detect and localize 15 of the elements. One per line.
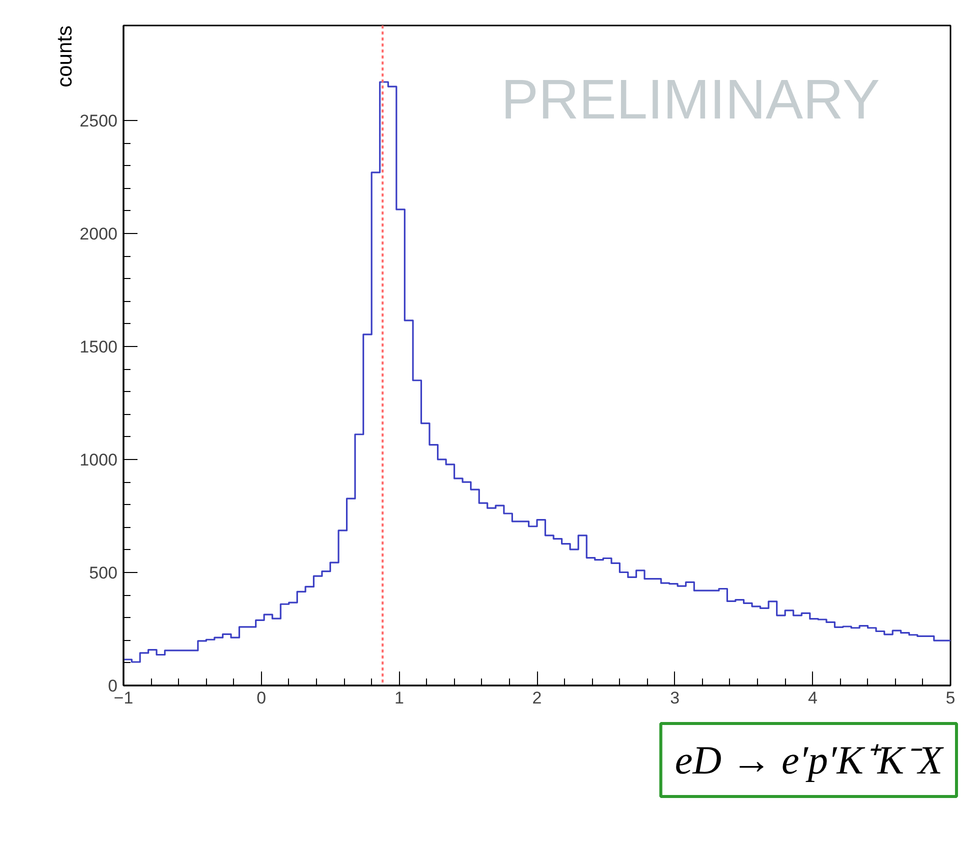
y-tick-label: 2000 <box>80 224 118 244</box>
annotation: PRELIMINARY <box>501 68 880 130</box>
x-tick-label: 5 <box>946 688 956 708</box>
y-tick-label: 1000 <box>80 450 118 470</box>
x-tick-label: 2 <box>532 688 542 708</box>
x-tick-label: 4 <box>808 688 818 708</box>
text: eD → e′p′K⁺K⁻X <box>674 738 944 782</box>
x-tick-label: 0 <box>256 688 266 708</box>
y-axis-title: counts <box>54 25 76 88</box>
y-tick-label: 0 <box>108 676 118 696</box>
y-tick-label: 2500 <box>80 111 118 130</box>
y-tick-label: 1500 <box>80 337 118 356</box>
x-tick-label: 1 <box>394 688 404 708</box>
y-tick-label: 500 <box>89 563 118 582</box>
x-tick-label: 3 <box>670 688 680 708</box>
